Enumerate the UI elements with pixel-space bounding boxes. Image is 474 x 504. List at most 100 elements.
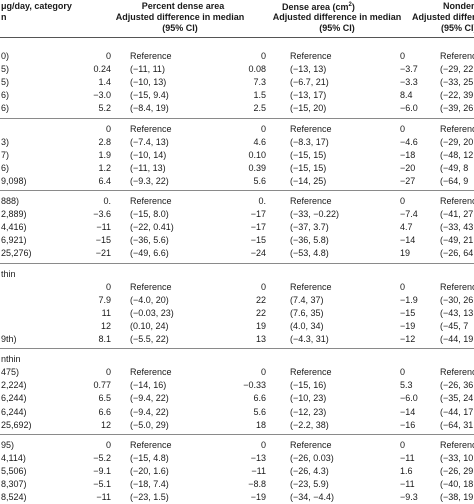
nondense-ci: (−26, 64 (440, 248, 474, 259)
nondense-estimate: −11 (400, 452, 415, 463)
dense-area-ci: Reference (290, 51, 332, 61)
nondense-estimate: 0 (400, 123, 406, 134)
header-col1-ci: (95% CI) (162, 23, 198, 33)
dense-area-estimate: −19 (250, 492, 266, 503)
nondense-estimate: −4.6 (400, 136, 418, 147)
percent-dense-estimate: 6.6 (98, 406, 111, 417)
percent-dense-estimate: 6.5 (98, 393, 111, 404)
table-header: μg/day, category n Percent dense area Ad… (0, 0, 474, 44)
nondense-ci: (−64, 9 (440, 175, 469, 186)
nondense-estimate: −11 (400, 479, 415, 489)
row-label: 7) (1, 149, 10, 160)
dense-area-estimate: 0 (260, 281, 266, 292)
row-label: 2,889) (1, 209, 27, 220)
table-row: thin (0, 268, 474, 281)
nondense-ci: (−26, 29 (440, 465, 474, 476)
table-row: 5) 1.4 (−10, 13) 7.3 (−6.7, 21) −3.3 (−33, 25 (0, 76, 474, 89)
nondense-ci: (−22, 39 (440, 90, 474, 101)
percent-dense-ci: Reference (130, 367, 172, 378)
dense-area-ci: (−15, 15) (290, 162, 327, 173)
percent-dense-estimate: 0.77 (93, 380, 111, 391)
header-col1-subtitle: Adjusted difference in median (115, 12, 245, 22)
nondense-estimate: −14 (400, 235, 416, 246)
table-row: 2,224) 0.77 (−14, 16) −0.33 (−15, 16) 5.3 (−26… (0, 379, 474, 392)
table-row: 95) 0 Reference 0 Reference 0 Reference (0, 439, 474, 452)
dense-area-estimate: 0.10 (248, 149, 266, 160)
table-row: 8,524) −11 (−23, 1.5) −19 (−34, −4.4) −9.3 (−3… (0, 491, 474, 504)
percent-dense-ci: Reference (130, 281, 172, 292)
percent-dense-ci: (−49, 6.6) (130, 248, 169, 259)
percent-dense-estimate: 6.4 (98, 175, 111, 186)
dense-area-estimate: 7.3 (253, 77, 266, 88)
dense-area-ci: (−26, 0.03) (290, 452, 334, 463)
nondense-estimate: −3.3 (400, 77, 418, 88)
nondense-ci: (−39, 26 (440, 103, 474, 114)
dense-area-estimate: 1.5 (253, 90, 266, 101)
nondense-estimate: −7.4 (400, 209, 418, 220)
nondense-estimate: −6.0 (400, 393, 418, 404)
table-row: 6,244) 6.6 (−9.4, 22) 5.6 (−12, 23) −14 (−44, … (0, 406, 474, 419)
row-label: 25,276) (1, 248, 32, 259)
nondense-ci: (−41, 27 (440, 209, 474, 220)
nondense-ci: Reference (440, 51, 474, 61)
row-label: 6,244) (1, 393, 27, 404)
dense-area-estimate: 0 (260, 123, 266, 134)
percent-dense-ci: (−4.0, 20) (130, 294, 169, 305)
percent-dense-ci: (−5.5, 22) (130, 334, 169, 344)
header-col2-subtitle: Adjusted difference in median (272, 12, 402, 22)
dense-area-estimate: −17 (250, 222, 266, 233)
dense-area-ci: (−33, −0.22) (290, 209, 340, 220)
dense-area-estimate: 0 (260, 367, 266, 378)
percent-dense-estimate: 2.8 (98, 136, 111, 147)
nondense-ci: Reference (440, 196, 474, 206)
table-row: 4,416) −11 (−22, 0.41) −17 (−37, 3.7) 4.7 (−33… (0, 221, 474, 234)
dense-area-ci: (−6.7, 21) (290, 77, 329, 88)
nondense-ci: (−38, 19 (440, 492, 474, 503)
percent-dense-estimate: 0 (105, 281, 111, 292)
dense-area-estimate: 0.08 (248, 64, 266, 75)
dense-area-estimate: 22 (255, 307, 266, 318)
percent-dense-ci: (−15, 4.8) (130, 452, 169, 463)
row-label: 6,921) (1, 235, 27, 246)
nondense-ci: (−44, 17 (440, 406, 474, 417)
table-row: 7) 1.9 (−10, 14) 0.10 (−15, 15) −18 (−48, 12 (0, 149, 474, 162)
percent-dense-ci: (−10, 13) (130, 77, 167, 88)
dense-area-ci: (−36, 5.8) (290, 235, 329, 246)
nondense-estimate: −18 (400, 149, 416, 160)
dense-area-estimate: 5.6 (253, 406, 266, 417)
section-divider (0, 433, 474, 435)
header-col3-ci: (95% CI) (441, 23, 474, 33)
nondense-ci: (−35, 24 (440, 393, 474, 404)
nondense-ci: Reference (440, 439, 474, 450)
section-divider (0, 117, 474, 119)
percent-dense-ci: (−11, 13) (130, 162, 166, 173)
dense-area-ci: (−26, 4.3) (290, 465, 329, 476)
nondense-ci: (−29, 22 (440, 64, 474, 75)
percent-dense-ci: (−15, 8.0) (130, 209, 169, 220)
nondense-estimate: −20 (400, 162, 416, 173)
row-label: 6) (1, 103, 10, 114)
percent-dense-ci: (−8.4, 19) (130, 103, 169, 114)
percent-dense-estimate: 0 (105, 367, 111, 378)
nondense-estimate: 0 (400, 281, 406, 292)
percent-dense-ci: (−10, 14) (130, 149, 167, 160)
nondense-estimate: 5.3 (400, 380, 413, 391)
header-col2-ci: (95% CI) (319, 23, 355, 33)
dense-area-estimate: −15 (250, 235, 266, 246)
table-row: 9,098) 6.4 (−9.3, 22) 5.6 (−14, 25) −27 (−64, … (0, 175, 474, 188)
percent-dense-ci: (−11, 11) (130, 64, 165, 75)
nondense-estimate: −6.0 (400, 103, 418, 114)
row-label: 95) (1, 439, 15, 450)
dense-area-ci: (−13, 13) (290, 64, 327, 75)
row-label: thin (1, 268, 16, 279)
row-label: 5) (1, 77, 10, 88)
dense-area-estimate: −17 (250, 209, 266, 220)
table-row: 7.9 (−4.0, 20) 22 (7.4, 37) −1.9 (−30, 26 (0, 294, 474, 307)
percent-dense-estimate: 0. (103, 196, 111, 206)
percent-dense-ci: (−7.4, 13) (130, 136, 169, 147)
dense-area-ci: Reference (290, 439, 332, 450)
table-row: 4,114) −5.2 (−15, 4.8) −13 (−26, 0.03) −11 (−3… (0, 452, 474, 465)
dense-area-ci: (−15, 20) (290, 103, 327, 114)
nondense-estimate: −14 (400, 406, 416, 417)
nondense-ci: Reference (440, 281, 474, 292)
